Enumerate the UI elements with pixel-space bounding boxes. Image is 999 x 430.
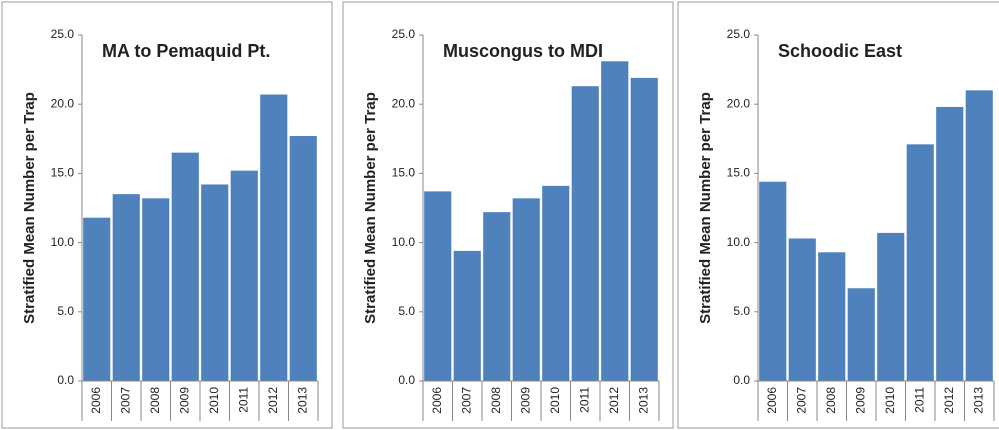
y-tick-label: 10.0 — [392, 235, 416, 249]
x-tick-label: 2009 — [853, 387, 867, 414]
y-tick-label: 10.0 — [51, 235, 75, 249]
y-tick-label: 20.0 — [392, 96, 416, 110]
y-tick-label: 20.0 — [51, 96, 75, 110]
bar — [260, 94, 288, 382]
bar — [289, 136, 317, 381]
y-axis-label: Stratified Mean Number per Trap — [697, 92, 714, 324]
y-tick-label: 0.0 — [398, 373, 415, 387]
x-tick-label: 2006 — [89, 387, 103, 414]
bar — [818, 252, 846, 381]
y-tick-label: 5.0 — [733, 304, 750, 318]
y-axis-label: Stratified Mean Number per Trap — [362, 92, 379, 324]
bar — [230, 170, 258, 381]
y-tick-label: 5.0 — [398, 304, 415, 318]
chart-title: MA to Pemaquid Pt. — [102, 41, 270, 61]
bar — [601, 61, 629, 382]
panel-border — [342, 1, 674, 429]
bar — [788, 238, 816, 381]
panel-border — [1, 1, 333, 429]
x-tick-label: 2010 — [883, 387, 897, 414]
bar — [83, 217, 111, 381]
y-tick-label: 10.0 — [727, 235, 751, 249]
x-tick-label: 2011 — [236, 387, 250, 413]
bar — [142, 198, 170, 381]
x-tick-label: 2009 — [518, 387, 532, 414]
chart-title: Muscongus to MDI — [443, 41, 603, 61]
bar — [424, 191, 452, 381]
bar — [936, 106, 964, 381]
bar — [877, 232, 905, 381]
x-tick-label: 2011 — [912, 387, 926, 413]
x-tick-label: 2011 — [577, 387, 591, 413]
bar — [571, 86, 599, 381]
bar — [847, 288, 875, 381]
x-tick-label: 2010 — [207, 387, 221, 414]
x-tick-label: 2007 — [459, 387, 473, 414]
bar — [542, 185, 570, 381]
y-tick-label: 15.0 — [392, 166, 416, 180]
x-tick-label: 2012 — [607, 387, 621, 414]
y-tick-label: 25.0 — [51, 27, 75, 41]
y-tick-label: 5.0 — [57, 304, 74, 318]
bar — [906, 144, 934, 381]
y-tick-label: 15.0 — [51, 166, 75, 180]
y-tick-label: 20.0 — [727, 96, 751, 110]
x-tick-label: 2013 — [295, 387, 309, 414]
bar — [453, 250, 481, 381]
chart-title: Schoodic East — [778, 41, 902, 61]
y-tick-label: 15.0 — [727, 166, 751, 180]
x-tick-label: 2006 — [765, 387, 779, 414]
x-tick-label: 2012 — [942, 387, 956, 414]
x-tick-label: 2010 — [548, 387, 562, 414]
bar — [483, 212, 511, 381]
bar — [965, 90, 993, 382]
bar — [512, 198, 540, 381]
y-tick-label: 0.0 — [733, 373, 750, 387]
y-tick-label: 0.0 — [57, 373, 74, 387]
x-tick-label: 2013 — [636, 387, 650, 414]
x-tick-label: 2012 — [266, 387, 280, 414]
x-tick-label: 2013 — [971, 387, 985, 414]
x-tick-label: 2008 — [489, 387, 503, 414]
x-tick-label: 2007 — [794, 387, 808, 414]
bar — [630, 77, 658, 382]
y-tick-label: 25.0 — [727, 27, 751, 41]
x-tick-label: 2008 — [148, 387, 162, 414]
x-tick-label: 2008 — [824, 387, 838, 414]
x-tick-label: 2009 — [177, 387, 191, 414]
bar — [171, 152, 199, 381]
x-tick-label: 2007 — [118, 387, 132, 414]
y-axis-label: Stratified Mean Number per Trap — [21, 92, 38, 324]
x-tick-label: 2006 — [430, 387, 444, 414]
bar — [201, 184, 229, 381]
panel-border — [677, 1, 999, 429]
bar — [112, 194, 140, 381]
bar — [759, 181, 787, 381]
y-tick-label: 25.0 — [392, 27, 416, 41]
